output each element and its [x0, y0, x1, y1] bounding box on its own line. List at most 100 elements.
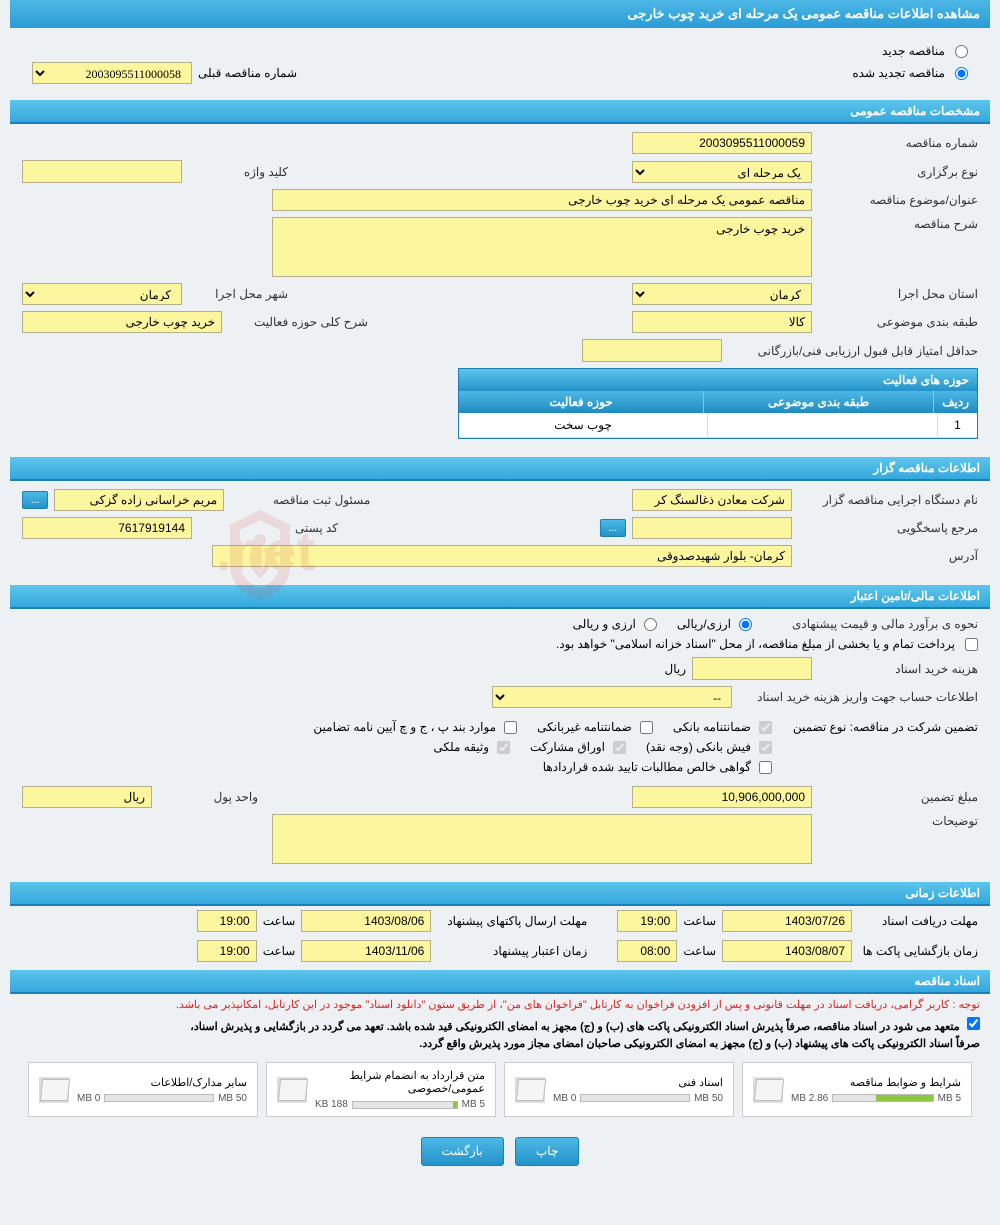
print-button[interactable]: چاپ [515, 1137, 579, 1166]
folder-icon [277, 1077, 307, 1103]
category-label: طبقه بندی موضوعی [818, 315, 978, 329]
valid-time: 19:00 [197, 940, 257, 962]
file-progress-bar [352, 1101, 458, 1109]
tender-number: 2003095511000059 [632, 132, 812, 154]
treasury-note: پرداخت تمام و یا بخشی از مبلغ مناقصه، از… [556, 637, 955, 651]
section-docs-header: اسناد مناقصه [10, 970, 990, 994]
unit-label: واحد پول [158, 790, 258, 804]
section-tenderer-header: اطلاعات مناقصه گزار [10, 457, 990, 481]
province-select[interactable]: کرمان [632, 283, 812, 305]
title-value: مناقصه عمومی یک مرحله ای خرید چوب خارجی [272, 189, 812, 211]
responsible-label: مسئول ثبت مناقصه [230, 493, 370, 507]
receive-time: 19:00 [617, 910, 677, 932]
col-cat-header: طبقه بندی موضوعی [703, 391, 933, 413]
radio-renewed-tender[interactable] [955, 67, 968, 80]
field-desc-value: خرید چوب خارجی [22, 311, 222, 333]
valid-date: 1403/11/06 [301, 940, 431, 962]
province-label: استان محل اجرا [818, 287, 978, 301]
col-field-header: حوزه فعالیت [459, 391, 703, 413]
radio-arzi[interactable] [739, 618, 752, 631]
responsible-more-button[interactable]: ... [22, 491, 48, 509]
file-box[interactable]: سایر مدارک/اطلاعات 50 MB 0 MB [28, 1062, 258, 1117]
submit-time: 19:00 [197, 910, 257, 932]
type-label: نوع برگزاری [818, 165, 978, 179]
account-select[interactable]: -- [492, 686, 732, 708]
postal-label: کد پستی [198, 521, 338, 535]
arzi-label: ارزی/ریالی [677, 617, 731, 631]
row-field: چوب سخت [459, 413, 707, 437]
section-financial-header: اطلاعات مالی/تامین اعتبار [10, 585, 990, 609]
receive-label: مهلت دریافت اسناد [858, 914, 978, 928]
folder-icon [515, 1077, 545, 1103]
gt-cases-check[interactable] [504, 721, 517, 734]
file-title: سایر مدارک/اطلاعات [77, 1076, 247, 1089]
valid-time-label: ساعت [263, 944, 296, 958]
estimate-label: نحوه ی برآورد مالی و قیمت پیشنهادی [758, 617, 978, 631]
min-score-label: حداقل امتیاز قابل قبول ارزیابی فنی/بازرگ… [728, 344, 978, 358]
radio-new-tender[interactable] [955, 45, 968, 58]
doc-cost-unit: ریال [664, 662, 686, 676]
open-time-label: ساعت [683, 944, 716, 958]
unit-value: ریال [22, 786, 152, 808]
keyword-input[interactable] [22, 160, 182, 183]
file-title: متن قرارداد به انضمام شرایط عمومی/خصوصی [315, 1069, 485, 1095]
desc-label: شرح مناقصه [818, 217, 978, 231]
radio-new-label: مناقصه جدید [882, 44, 945, 58]
docs-note-red: توجه : کاربر گرامی، دریافت اسناد در مهلت… [10, 994, 990, 1015]
col-idx-header: ردیف [933, 391, 977, 413]
gt-cash: فیش بانکی (وجه نقد) [646, 740, 751, 754]
guarantee-label: تضمین شرکت در مناقصه: نوع تضمین [778, 720, 978, 734]
type-select[interactable]: یک مرحله ای [632, 161, 812, 183]
tender-number-label: شماره مناقصه [818, 136, 978, 150]
doc-cost-input[interactable] [692, 657, 812, 680]
field-desc-label: شرح کلی حوزه فعالیت [228, 315, 368, 329]
folder-icon [753, 1077, 783, 1103]
radio-arzi-riyali[interactable] [644, 618, 657, 631]
ref-label: مرجع پاسخگویی [798, 521, 978, 535]
back-button[interactable]: بازگشت [421, 1137, 504, 1166]
desc-textarea[interactable]: خرید چوب خارجی [272, 217, 812, 277]
gt-bonds: اوراق مشارکت [530, 740, 605, 754]
prev-number-select[interactable]: 2003095511000058 [32, 62, 192, 84]
ref-more-button[interactable]: ... [600, 519, 626, 537]
submit-date: 1403/08/06 [301, 910, 431, 932]
file-title: شرایط و ضوابط مناقصه [791, 1076, 961, 1089]
notes-label: توضیحات [818, 814, 978, 828]
open-date: 1403/08/07 [722, 940, 852, 962]
notes-textarea[interactable] [272, 814, 812, 864]
file-box[interactable]: شرایط و ضوابط مناقصه 5 MB 2.86 MB [742, 1062, 972, 1117]
gt-cases: موارد بند پ ، ج و چ آیین نامه تضامین [313, 720, 496, 734]
gt-cert-check[interactable] [759, 761, 772, 774]
org-value: شرکت معادن ذغالسنگ کر [632, 489, 792, 511]
row-idx: 1 [937, 413, 977, 437]
gt-nonbank-check[interactable] [640, 721, 653, 734]
city-select[interactable]: کرمان [22, 283, 182, 305]
file-progress-bar [832, 1094, 933, 1102]
address-label: آدرس [798, 549, 978, 563]
min-score-input[interactable] [582, 339, 722, 362]
submit-label: مهلت ارسال پاکتهای پیشنهاد [437, 914, 587, 928]
doc-cost-label: هزینه خرید اسناد [818, 662, 978, 676]
receive-time-label: ساعت [683, 914, 716, 928]
file-title: اسناد فنی [553, 1076, 723, 1089]
file-max: 5 MB [462, 1099, 485, 1110]
submit-time-label: ساعت [263, 914, 296, 928]
receive-date: 1403/07/26 [722, 910, 852, 932]
gt-property-check [497, 741, 510, 754]
file-used: 0 MB [553, 1093, 576, 1104]
commit-checkbox[interactable] [967, 1017, 980, 1030]
open-time: 08:00 [617, 940, 677, 962]
amount-label: مبلغ تضمین [818, 790, 978, 804]
section-general-header: مشخصات مناقصه عمومی [10, 100, 990, 124]
gt-bonds-check [613, 741, 626, 754]
file-box[interactable]: متن قرارداد به انضمام شرایط عمومی/خصوصی … [266, 1062, 496, 1117]
radio-renewed-label: مناقصه تجدید شده [852, 66, 945, 80]
file-progress-bar [104, 1094, 214, 1102]
treasury-checkbox[interactable] [965, 638, 978, 651]
docs-note1: متعهد می شود در اسناد مناقصه، صرفاً پذیر… [190, 1021, 959, 1033]
file-used: 2.86 MB [791, 1093, 828, 1104]
table-row: 1 چوب سخت [459, 413, 977, 438]
folder-icon [39, 1077, 69, 1103]
file-box[interactable]: اسناد فنی 50 MB 0 MB [504, 1062, 734, 1117]
category-value: کالا [632, 311, 812, 333]
